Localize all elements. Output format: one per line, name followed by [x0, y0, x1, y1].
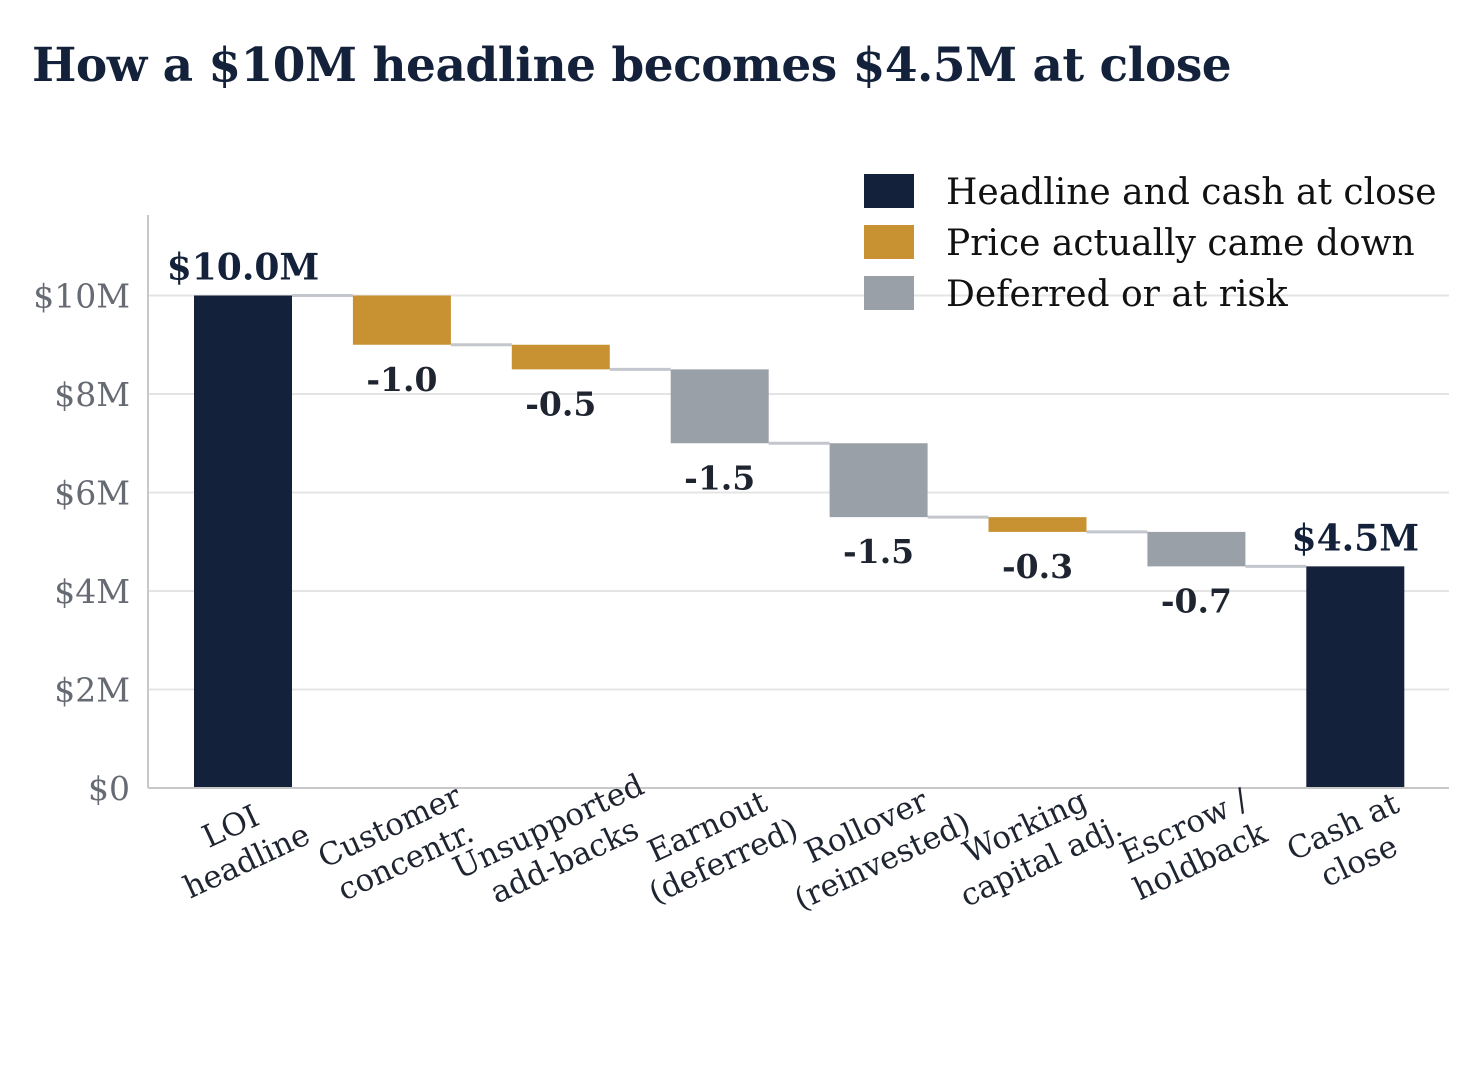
delta-label: -1.5	[684, 458, 755, 497]
connector-lines	[292, 294, 1307, 568]
x-tick-label: Earnout(deferred)	[627, 777, 803, 912]
y-tick-label: $6M	[54, 474, 130, 513]
legend-swatch-reduction	[864, 225, 914, 259]
x-tick-label: LOIheadline	[162, 782, 315, 906]
x-tick-label: Rollover(reinvested)	[773, 771, 976, 918]
bar-4	[670, 369, 769, 444]
legend-label-reduction: Price actually came down	[946, 223, 1415, 264]
bar-8	[1306, 566, 1405, 788]
y-tick-label: $2M	[54, 671, 130, 710]
y-tick-label: $0	[88, 769, 130, 808]
bars	[194, 295, 1405, 788]
y-tick-labels: $0 $2M $4M $6M $8M $10M	[33, 277, 130, 809]
chart-title: How a $10M headline becomes $4.5M at clo…	[32, 38, 1232, 93]
y-tick-label: $10M	[33, 277, 130, 316]
legend-label-total: Headline and cash at close	[946, 172, 1437, 213]
bar-2	[352, 295, 451, 345]
x-tick-label: Escrow /holdback	[1112, 780, 1273, 908]
x-tick-label: Workingcapital adj.	[939, 774, 1128, 915]
bar-6	[988, 517, 1087, 532]
y-tick-label: $4M	[54, 572, 130, 611]
y-tick-label: $8M	[54, 375, 130, 414]
bar-1	[194, 295, 292, 788]
x-tick-label: Cash atclose	[1282, 785, 1421, 903]
delta-label: -0.3	[1002, 547, 1073, 586]
total-label: $4.5M	[1292, 517, 1420, 559]
legend-swatch-total	[864, 174, 914, 208]
grid-lines	[148, 294, 1449, 691]
axes	[147, 215, 1449, 789]
delta-label: -1.5	[843, 532, 914, 571]
delta-label: -0.5	[525, 384, 596, 423]
legend-swatch-deferred	[864, 276, 914, 310]
bar-5	[829, 443, 928, 518]
bar-3	[511, 344, 610, 370]
x-tick-label: Unsupportedadd-backs	[448, 767, 666, 921]
total-label: $10.0M	[167, 247, 320, 289]
legend: Headline and cash at close Price actually…	[864, 172, 1437, 315]
delta-label: -0.7	[1161, 581, 1232, 620]
bar-7	[1147, 531, 1246, 567]
legend-label-deferred: Deferred or at risk	[946, 274, 1289, 315]
delta-label: -1.0	[366, 360, 437, 399]
data-labels: $10.0M -1.0 -0.5 -1.5 -1.5 -0.3 -0.7 $4.5M	[167, 247, 1419, 621]
x-tick-labels: LOIheadlineCustomerconcentr.Unsupporteda…	[162, 767, 1421, 921]
x-tick-label: Customerconcentr.	[313, 778, 483, 910]
